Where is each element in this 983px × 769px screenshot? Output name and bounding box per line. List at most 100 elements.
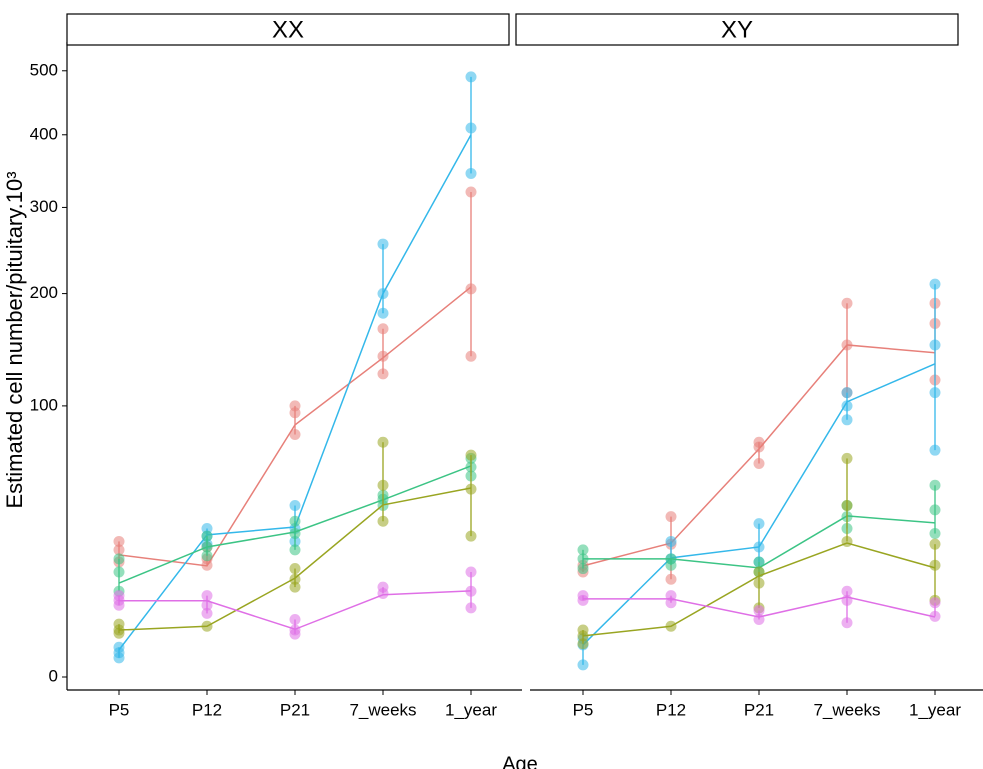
x-tick-label: P12 <box>192 700 222 719</box>
point <box>465 602 477 614</box>
point <box>577 638 589 650</box>
point <box>289 563 301 575</box>
point <box>929 387 941 399</box>
x-tick-label: P5 <box>573 700 594 719</box>
mean-line <box>583 596 936 618</box>
point <box>841 387 853 399</box>
mean-line <box>118 465 472 584</box>
point <box>465 566 477 578</box>
point <box>929 597 941 609</box>
facet-strip <box>515 13 959 46</box>
point <box>929 504 941 516</box>
point <box>753 458 765 470</box>
point <box>377 323 389 335</box>
point <box>377 238 389 250</box>
point <box>289 500 301 512</box>
x-axis-title: Age <box>502 753 538 769</box>
x-tick-label: 1_year <box>445 700 497 719</box>
point <box>753 556 765 568</box>
point <box>201 530 213 542</box>
point <box>465 483 477 495</box>
mean-line <box>582 542 936 637</box>
point <box>377 587 389 599</box>
point <box>113 652 125 664</box>
x-tick-label: 7_weeks <box>349 700 416 719</box>
point <box>465 350 477 362</box>
point <box>841 452 853 464</box>
point <box>377 350 389 362</box>
point <box>113 599 125 611</box>
y-axis-title: Estimated cell number/pituitary.10³ <box>2 171 27 508</box>
facet-title: XY <box>721 16 753 43</box>
point <box>113 641 125 653</box>
point <box>929 538 941 550</box>
point <box>377 307 389 319</box>
point <box>929 559 941 571</box>
point <box>465 167 477 179</box>
point <box>289 581 301 593</box>
point <box>113 544 125 556</box>
point <box>377 479 389 491</box>
point <box>665 535 677 547</box>
point <box>841 617 853 629</box>
facet-strip <box>66 13 510 46</box>
mean-line <box>118 487 472 631</box>
facet-title: XX <box>272 16 304 43</box>
point <box>929 444 941 456</box>
point <box>465 71 477 83</box>
point <box>753 605 765 617</box>
point <box>841 500 853 512</box>
y-tick-label: 500 <box>30 60 58 79</box>
point <box>665 511 677 523</box>
point <box>377 368 389 380</box>
point <box>201 590 213 602</box>
y-tick-label: 400 <box>30 124 58 143</box>
point <box>289 528 301 540</box>
point <box>929 479 941 491</box>
point <box>929 528 941 540</box>
y-tick-label: 300 <box>30 197 58 216</box>
x-tick-label: P21 <box>744 700 774 719</box>
x-tick-label: 1_year <box>909 700 961 719</box>
x-tick-label: P12 <box>656 700 686 719</box>
point <box>753 441 765 453</box>
point <box>753 577 765 589</box>
point <box>201 523 213 535</box>
point <box>465 449 477 461</box>
point <box>289 628 301 640</box>
point <box>577 544 589 556</box>
y-tick-label: 100 <box>30 395 58 414</box>
point <box>113 535 125 547</box>
y-tick-label: 0 <box>49 666 58 685</box>
point <box>113 553 125 565</box>
point <box>841 400 853 412</box>
point <box>465 530 477 542</box>
point <box>289 429 301 441</box>
point <box>577 594 589 606</box>
point <box>665 573 677 585</box>
point <box>841 414 853 426</box>
point <box>465 122 477 134</box>
mean-line <box>582 344 936 567</box>
point <box>841 585 853 597</box>
point <box>577 659 589 671</box>
point <box>201 599 213 611</box>
x-tick-label: P5 <box>109 700 130 719</box>
point <box>377 436 389 448</box>
point <box>201 550 213 562</box>
mean-line <box>119 590 472 631</box>
point <box>929 278 941 290</box>
point <box>113 566 125 578</box>
point <box>753 518 765 530</box>
point <box>665 559 677 571</box>
mean-line <box>118 286 472 567</box>
point <box>201 607 213 619</box>
point <box>377 515 389 527</box>
mean-line <box>582 363 936 646</box>
point <box>289 407 301 419</box>
x-tick-label: P21 <box>280 700 310 719</box>
point <box>577 563 589 575</box>
point <box>289 515 301 527</box>
